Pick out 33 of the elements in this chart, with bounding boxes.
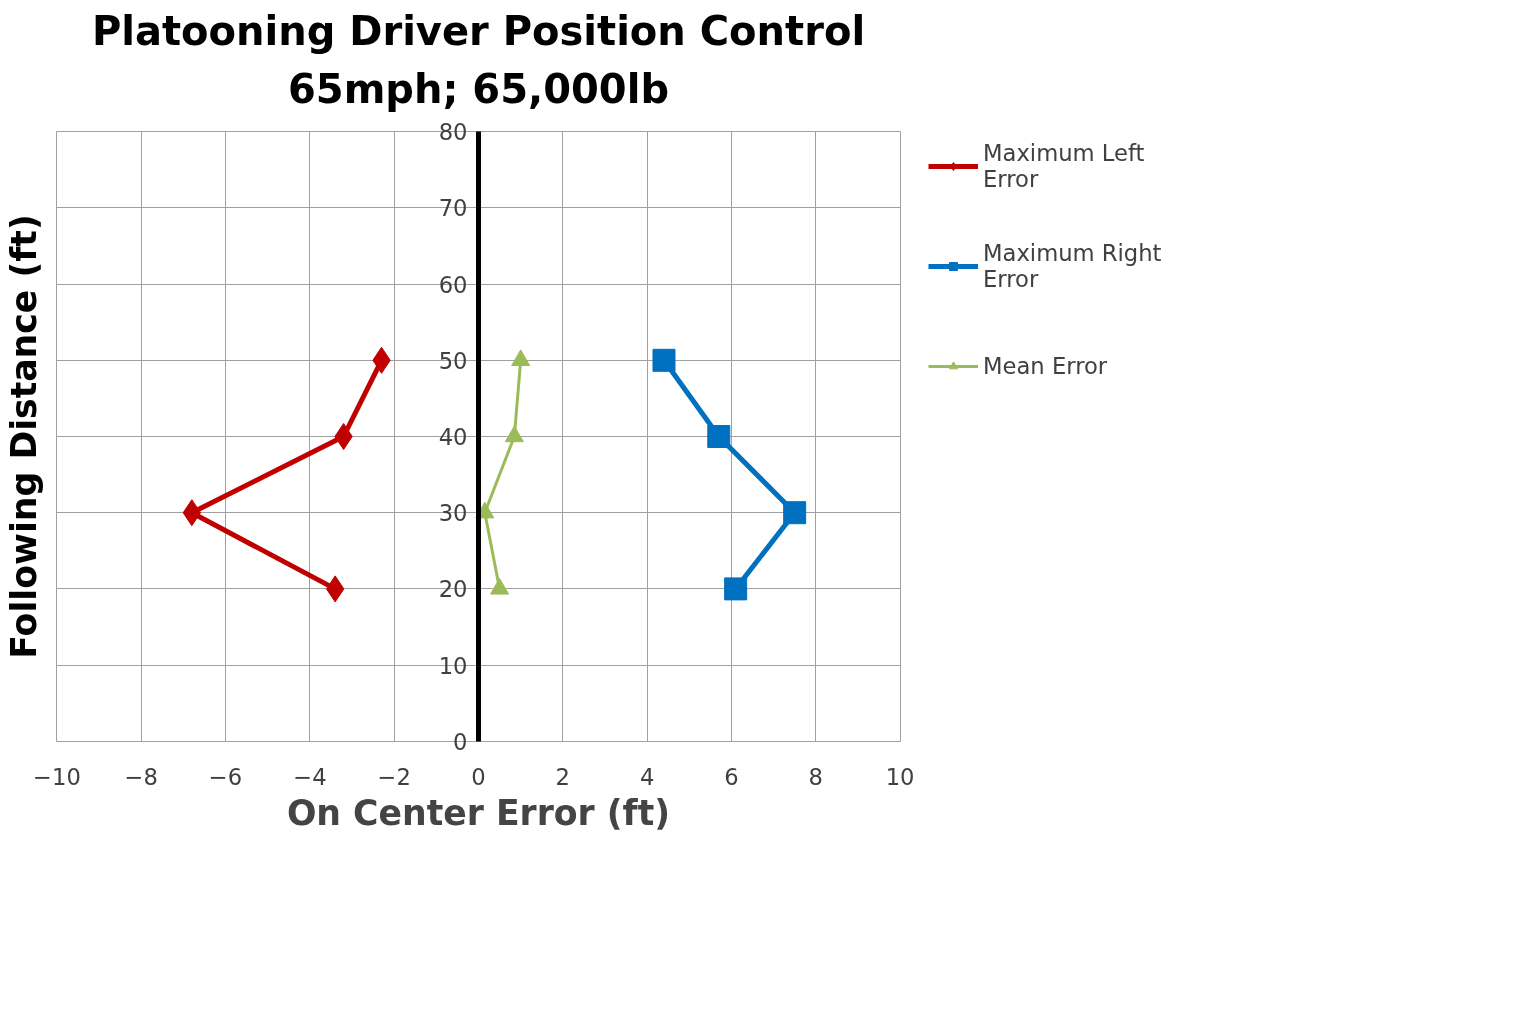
chart-subtitle: 65mph; 65,000lb [287, 65, 670, 112]
point [707, 425, 731, 448]
x-tick-label: −6 [208, 763, 243, 790]
y-tick-label: 70 [438, 195, 468, 222]
legend-label: Maximum Left Error [983, 139, 1145, 194]
x-tick-label: −2 [377, 763, 411, 790]
y-tick-label: 60 [438, 271, 468, 298]
point [511, 349, 531, 367]
x-tick-label: 6 [724, 763, 739, 790]
x-tick-label: 4 [639, 763, 655, 790]
chart-title: Platooning Driver Position Control [91, 7, 866, 54]
y-tick-label: 10 [438, 652, 468, 679]
legend-label: Mean Error [983, 352, 1108, 381]
x-tick-label: 10 [885, 763, 915, 790]
x-axis-title: On Center Error (ft) [286, 792, 671, 833]
x-tick-label: 2 [555, 763, 571, 790]
y-tick-label: 50 [438, 347, 468, 374]
x-tick-label: −4 [293, 763, 327, 790]
y-axis-title: Following Distance (ft) [3, 214, 44, 659]
y-tick-label: 0 [453, 728, 468, 755]
y-tick-label: 20 [438, 576, 468, 603]
point [652, 348, 676, 372]
y-tick-label: 30 [438, 500, 468, 527]
x-tick-label: −10 [33, 763, 81, 790]
y-tick-label: 80 [438, 119, 468, 146]
point [724, 577, 748, 601]
x-tick-label: −8 [124, 763, 158, 790]
legend-label: Maximum Right Error [983, 239, 1162, 294]
point [783, 501, 807, 525]
x-tick-label: 0 [471, 763, 486, 790]
x-tick-label: 8 [808, 763, 823, 790]
y-tick-label: 40 [438, 424, 468, 450]
point [334, 423, 353, 450]
